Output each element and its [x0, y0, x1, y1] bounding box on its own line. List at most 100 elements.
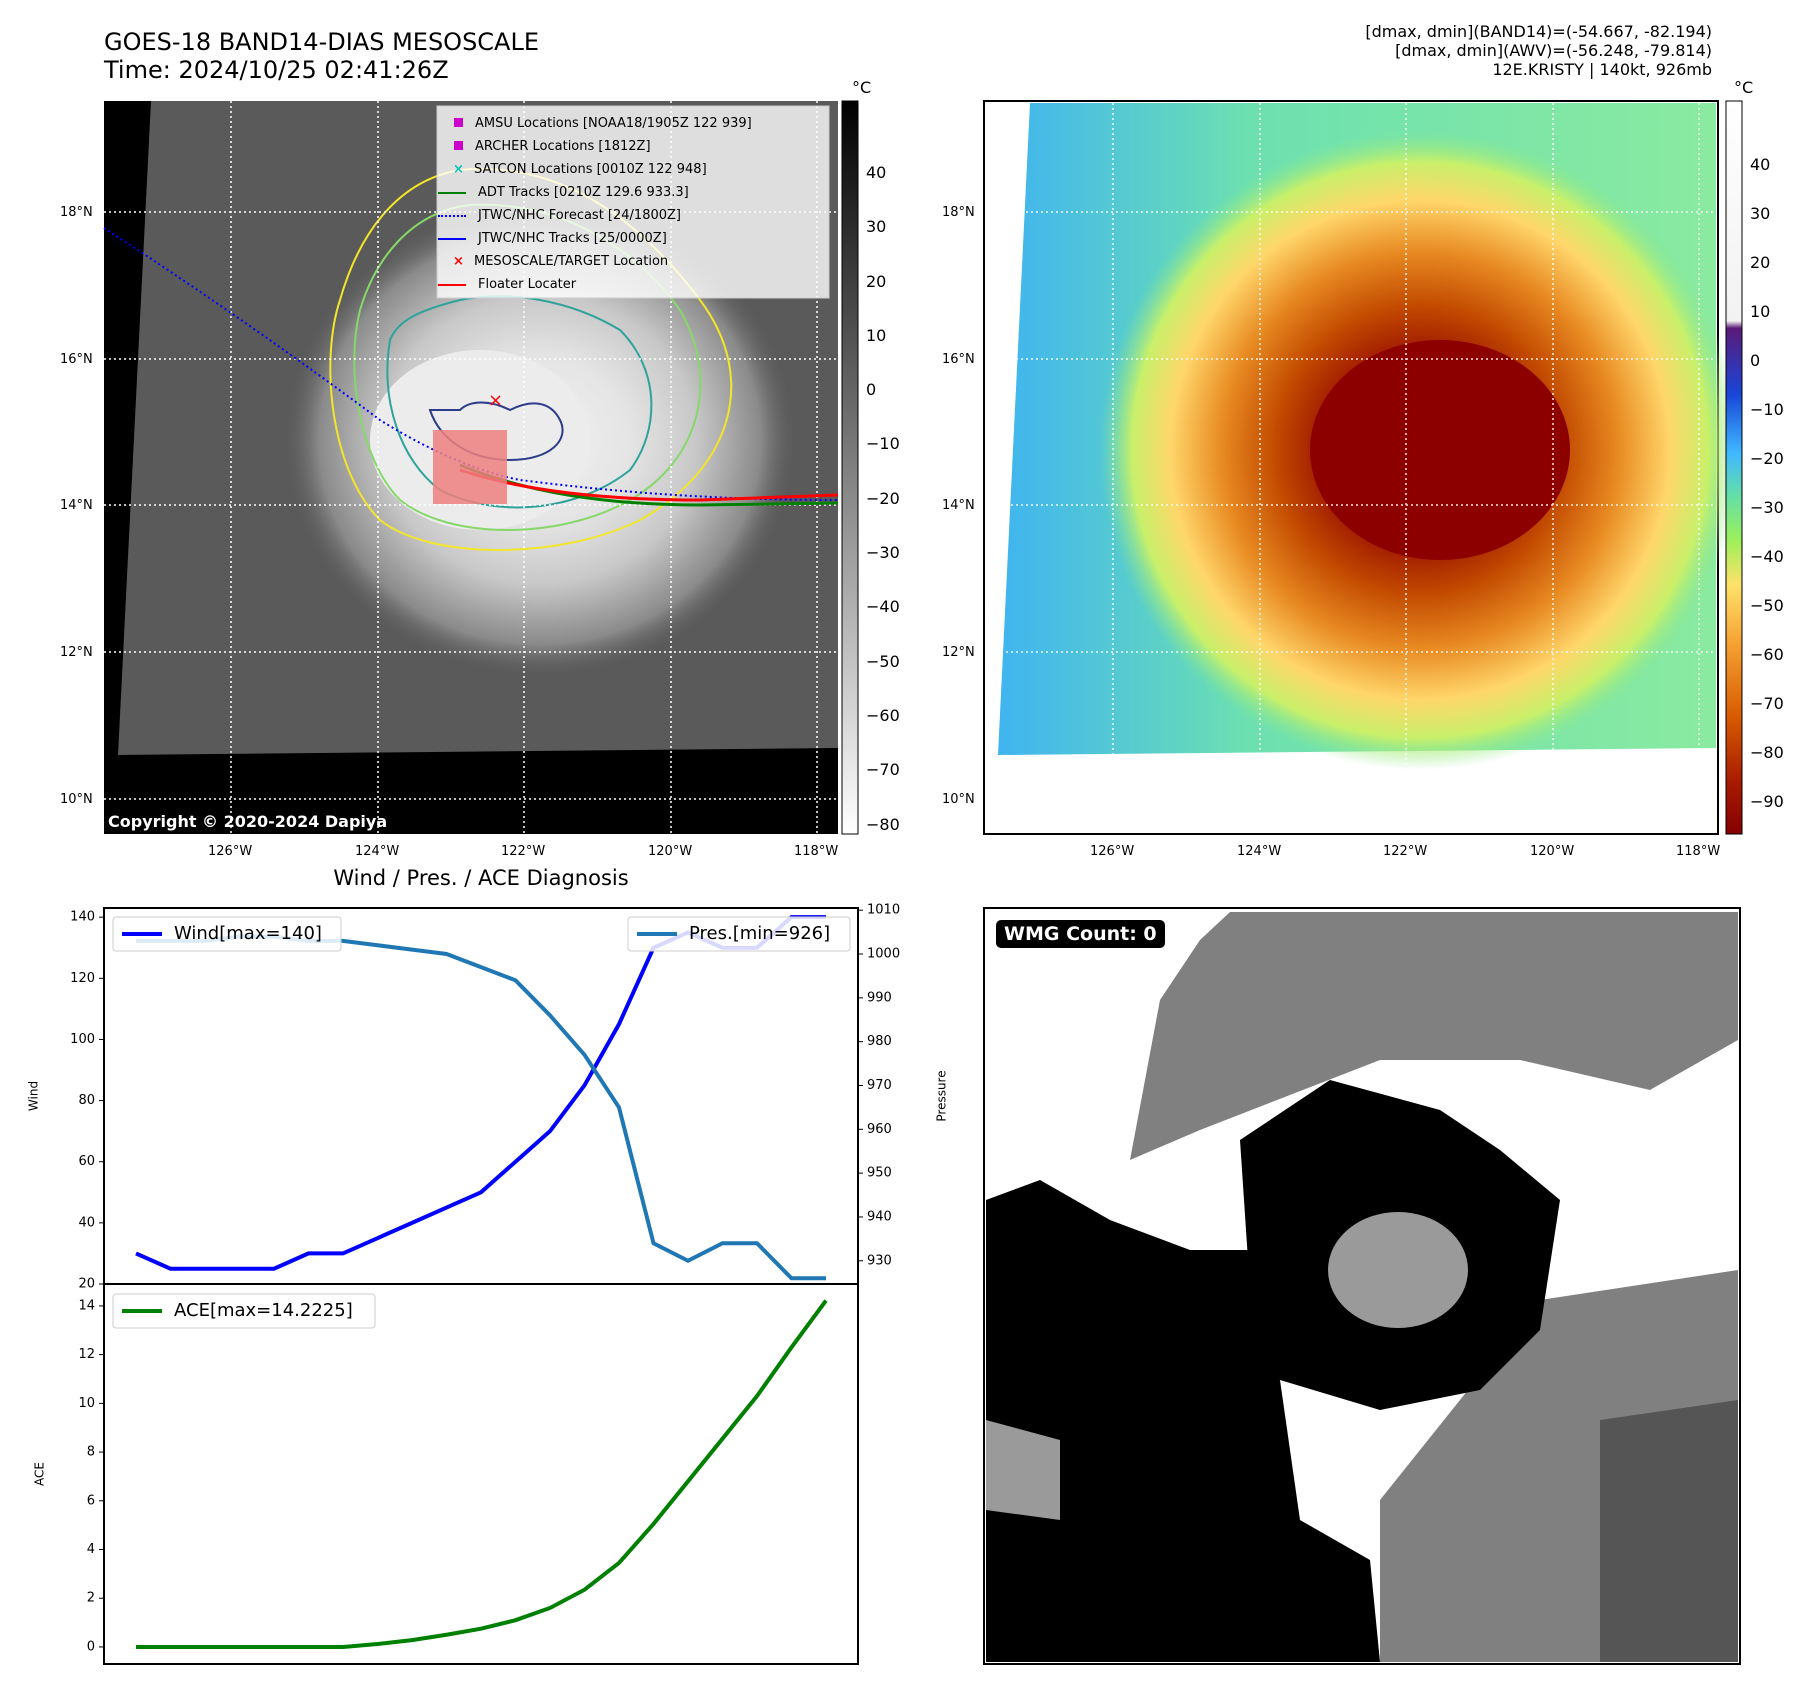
ace-tick-label: 10 [78, 1396, 95, 1411]
color-tick: −80 [1750, 743, 1784, 762]
color-tick: −10 [1750, 400, 1784, 419]
square-marker-icon [454, 118, 463, 127]
color-tick: 40 [1750, 155, 1771, 174]
legend-forecast: JTWC/NHC Forecast [24/1800Z] [438, 204, 752, 227]
gray-colorbar-unit: °C [852, 78, 872, 97]
legend-tracks: JTWC/NHC Tracks [25/0000Z] [438, 227, 752, 250]
legend-adt: ADT Tracks [0210Z 129.6 933.3] [438, 181, 752, 204]
title-line-1: GOES-18 BAND14-DIAS MESOSCALE [104, 28, 540, 56]
line-dot-icon [438, 237, 466, 240]
pressure-axis-label: Pressure [935, 1070, 949, 1121]
copyright: Copyright © 2020-2024 Dapiya [108, 812, 388, 831]
ace-tick-label: 4 [87, 1542, 95, 1557]
color-tick: 20 [1750, 253, 1771, 272]
lon-label-122-right: 122°W [1383, 844, 1428, 859]
color-tick: −90 [1750, 792, 1784, 811]
wmg-count-badge: WMG Count: 0 [996, 920, 1165, 948]
map-legend: AMSU Locations [NOAA18/1905Z 122 939] AR… [438, 112, 752, 296]
x-marker-icon: × [453, 162, 464, 177]
lat-label-16: 16°N [60, 352, 93, 367]
lat-label-16-right: 16°N [942, 352, 975, 367]
wind-axis-label: Wind [27, 1081, 41, 1111]
ace-tick-label: 8 [87, 1445, 95, 1460]
gray-tick: 10 [866, 325, 887, 345]
wind-tick-label: 100 [70, 1032, 95, 1047]
ace-tick-label: 6 [87, 1493, 95, 1508]
lon-label-126: 126°W [208, 844, 253, 859]
dotted-line-icon [438, 214, 466, 217]
lon-label-124-right: 124°W [1237, 844, 1282, 859]
lon-label-120-right: 120°W [1530, 844, 1575, 859]
legend-satcon: × SATCON Locations [0010Z 122 948] [452, 158, 752, 181]
line-marker-icon [438, 283, 466, 286]
wind-tick-label: 40 [78, 1215, 95, 1230]
diagnosis-title: Wind / Pres. / ACE Diagnosis [333, 866, 629, 890]
color-colorbar-unit: °C [1734, 78, 1754, 97]
wind-tick-label: 120 [70, 971, 95, 986]
pressure-tick-label: 970 [867, 1078, 892, 1093]
figure-title: GOES-18 BAND14-DIAS MESOSCALE Time: 2024… [104, 28, 539, 84]
lon-label-120: 120°W [648, 844, 693, 859]
pressure-tick-label: 960 [867, 1122, 892, 1137]
pressure-tick-label: 980 [867, 1034, 892, 1049]
lon-label-126-right: 126°W [1090, 844, 1135, 859]
gray-tick: −30 [866, 543, 900, 563]
gray-tick: 0 [866, 380, 877, 400]
color-tick: −70 [1750, 694, 1784, 713]
intensity-info: [dmax, dmin](BAND14)=(-54.667, -82.194) … [1365, 22, 1712, 79]
wind-tick-label: 140 [70, 910, 95, 925]
lon-label-118: 118°W [794, 844, 839, 859]
info-line-1: [dmax, dmin](BAND14)=(-54.667, -82.194) [1365, 22, 1712, 41]
pressure-legend-box [627, 916, 851, 952]
gray-tick: −50 [866, 651, 900, 671]
legend-floater: Floater Locater [438, 273, 752, 296]
color-tick: −60 [1750, 645, 1784, 664]
lat-label-18: 18°N [60, 205, 93, 220]
lat-label-10-right: 10°N [942, 792, 975, 807]
lat-label-18-right: 18°N [942, 205, 975, 220]
wind-legend-label: Wind[max=140] [174, 923, 322, 944]
title-line-2: Time: 2024/10/25 02:41:26Z [104, 56, 449, 84]
pressure-tick-label: 1000 [867, 947, 900, 962]
ace-series-line [136, 1299, 828, 1649]
square-marker-icon [454, 141, 463, 150]
gray-tick: 20 [866, 271, 887, 291]
wind-series-line [135, 915, 826, 1271]
info-line-2: [dmax, dmin](AWV)=(-56.248, -79.814) [1395, 41, 1712, 60]
pressure-tick-label: 930 [867, 1253, 892, 1268]
pressure-tick-label: 990 [867, 990, 892, 1005]
legend-archer: ARCHER Locations [1812Z] [452, 135, 752, 158]
pressure-series-line [136, 934, 826, 1281]
lat-label-10: 10°N [60, 792, 93, 807]
color-tick: −20 [1750, 449, 1784, 468]
gray-tick: 40 [866, 163, 887, 182]
lat-label-14-right: 14°N [942, 498, 975, 513]
lon-label-118-right: 118°W [1676, 844, 1721, 859]
ace-axes [103, 1283, 859, 1665]
color-tick: −50 [1750, 596, 1784, 615]
gray-tick: −40 [866, 597, 900, 617]
svg-text:×: × [488, 390, 503, 411]
ace-tick-label: 0 [87, 1639, 95, 1654]
ace-tick-label: 14 [78, 1298, 95, 1313]
ace-axis-label: ACE [33, 1462, 47, 1486]
ace-tick-label: 2 [87, 1591, 95, 1606]
info-line-3: 12E.KRISTY | 140kt, 926mb [1492, 60, 1712, 79]
wind-legend-box [112, 916, 342, 952]
wind-tick-label: 60 [78, 1154, 95, 1169]
color-colorbar-ticks: 40 30 20 10 0 −10 −20 −30 −40 −50 −60 −7… [1750, 140, 1784, 826]
color-tick: −40 [1750, 547, 1784, 566]
lon-label-124: 124°W [355, 844, 400, 859]
legend-mesoscale: × MESOSCALE/TARGET Location [452, 250, 752, 273]
ace-legend-box [112, 1293, 376, 1329]
ace-legend-label: ACE[max=14.2225] [174, 1300, 353, 1321]
ace-tick-label: 12 [78, 1347, 95, 1362]
wind-tick-label: 80 [78, 1093, 95, 1108]
gray-tick: −10 [866, 434, 900, 454]
pressure-tick-label: 950 [867, 1166, 892, 1181]
gray-tick: −60 [866, 705, 900, 725]
lon-label-122: 122°W [501, 844, 546, 859]
gray-colorbar-ticks: 40 30 20 10 0 −10 −20 −30 −40 −50 −60 −7… [866, 146, 900, 852]
lat-label-12: 12°N [60, 645, 93, 660]
